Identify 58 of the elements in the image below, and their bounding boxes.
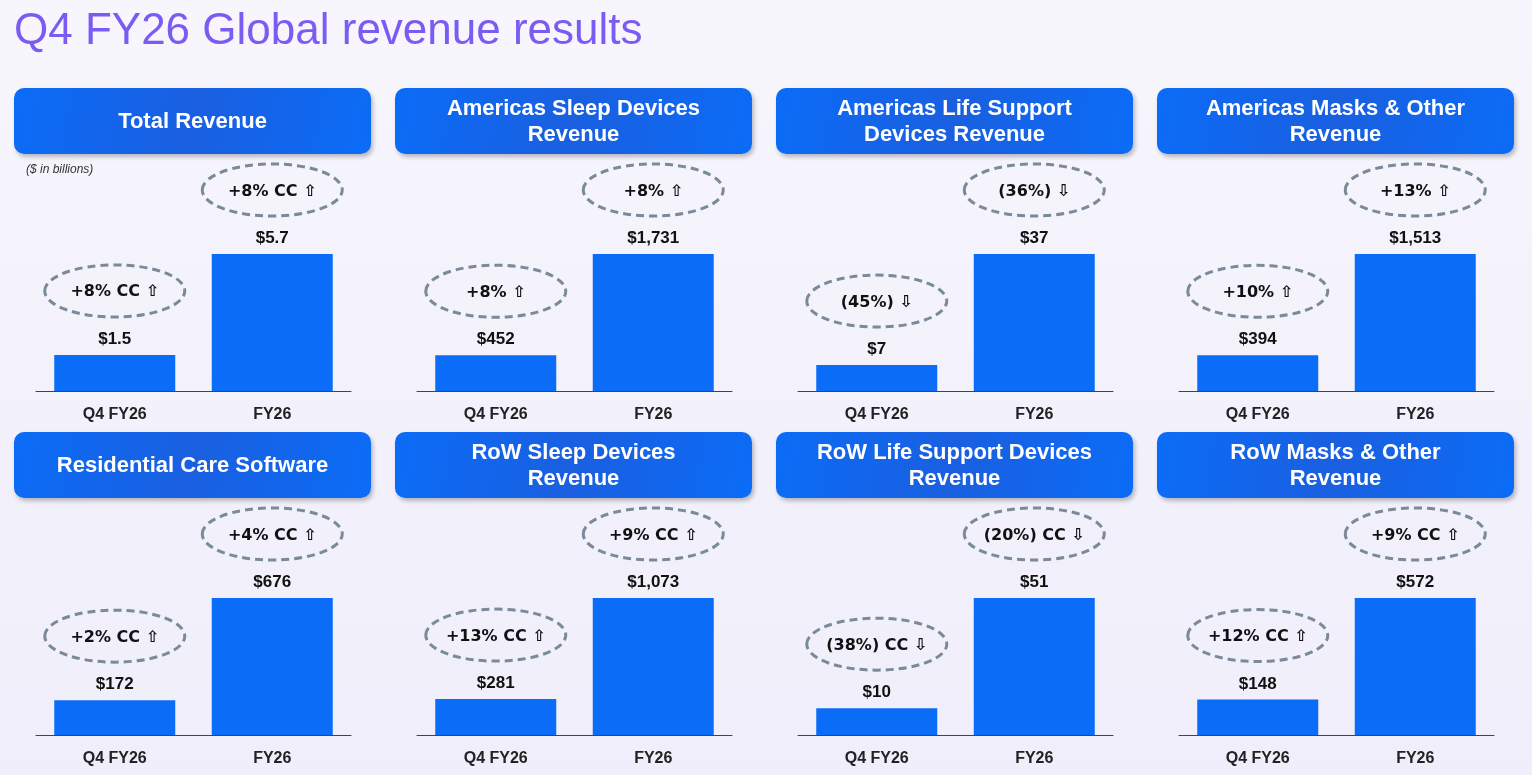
x-tick-label: FY26 (634, 748, 673, 766)
annotation: +12% CC ⇧ (1207, 626, 1308, 646)
annotation: (45%) ⇩ (840, 291, 913, 311)
text: +9% CC ⇧ (1370, 524, 1460, 544)
annotation: +10% ⇧ (1222, 281, 1294, 301)
text: +8% CC ⇧ (227, 180, 317, 200)
data-label: $172 (95, 674, 134, 694)
x-tick-label: Q4 FY26 (844, 404, 909, 422)
x-tick-label: FY26 (1396, 748, 1435, 766)
chart-title: RoW Sleep Devices Revenue (395, 432, 752, 498)
data-label: $51 (1020, 572, 1049, 591)
data-label: $148 (1238, 673, 1277, 693)
data-label: $1,513 (1389, 228, 1442, 247)
annotation: +8% ⇧ (465, 281, 526, 301)
text: ($ in billions) (26, 162, 94, 176)
x-tick-label: FY26 (1015, 748, 1054, 766)
x-tick-label: FY26 (1396, 404, 1435, 422)
x-tick-label: FY26 (1015, 404, 1054, 422)
data-label: $37 (1020, 228, 1049, 247)
data-label: $7 (867, 339, 887, 359)
data-label: $1,073 (627, 572, 680, 591)
x-tick-label: Q4 FY26 (463, 404, 528, 422)
data-label: $281 (476, 673, 515, 693)
chart-title: RoW Life Support Devices Revenue (776, 432, 1133, 498)
text: (20%) CC ⇩ (983, 524, 1085, 544)
text: +13% ⇧ (1379, 180, 1451, 200)
data-label: $10 (862, 682, 891, 702)
x-tick-label: FY26 (253, 748, 292, 766)
data-label: $1,731 (627, 228, 680, 247)
annotation: +13% CC ⇧ (445, 625, 546, 645)
text: +9% CC ⇧ (608, 524, 698, 544)
data-label: $676 (253, 572, 292, 591)
text: Q4 FY26 Global revenue results (14, 4, 643, 54)
annotation: (38%) CC ⇩ (826, 634, 928, 654)
x-tick-label: FY26 (634, 404, 673, 422)
x-tick-label: Q4 FY26 (82, 748, 147, 766)
chart-title: Americas Masks & Other Revenue (1157, 88, 1514, 154)
chart-title: Total Revenue (14, 88, 371, 154)
annotation: +8% CC ⇧ (70, 281, 160, 301)
x-tick-label: Q4 FY26 (463, 748, 528, 766)
chart-title: RoW Masks & Other Revenue (1157, 432, 1514, 498)
chart-title: Americas Life Support Devices Revenue (776, 88, 1133, 154)
x-tick-label: Q4 FY26 (1225, 404, 1290, 422)
data-label: $572 (1396, 572, 1435, 591)
x-tick-label: Q4 FY26 (82, 404, 147, 422)
text: +4% CC ⇧ (227, 524, 317, 544)
text: (36%) ⇩ (998, 180, 1071, 200)
x-tick-label: Q4 FY26 (1225, 748, 1290, 766)
x-tick-label: FY26 (253, 404, 292, 422)
data-label: $394 (1238, 329, 1278, 349)
chart-title: Americas Sleep Devices Revenue (395, 88, 752, 154)
text: +8% ⇧ (623, 180, 684, 200)
data-label: $1.5 (98, 328, 132, 348)
x-tick-label: Q4 FY26 (844, 748, 909, 766)
annotation: +2% CC ⇧ (70, 626, 160, 646)
chart-title: Residential Care Software (14, 432, 371, 498)
data-label: $452 (476, 329, 515, 349)
data-label: $5.7 (255, 228, 289, 247)
